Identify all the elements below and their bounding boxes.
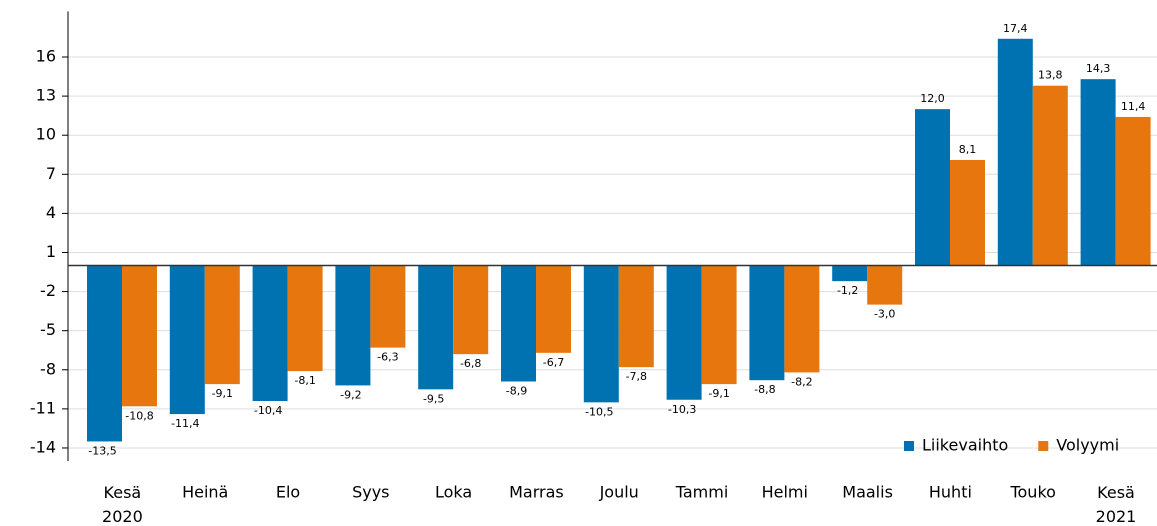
bar — [536, 265, 571, 353]
bar — [370, 265, 406, 348]
value-label: -11,4 — [171, 417, 199, 430]
bar — [501, 265, 536, 382]
legend-swatch — [1038, 441, 1049, 451]
bar — [87, 265, 122, 442]
value-label: -10,8 — [125, 409, 153, 422]
y-tick-label: -2 — [40, 281, 56, 300]
x-tick-label: Elo — [276, 483, 300, 502]
bar — [453, 265, 489, 355]
value-label: -9,1 — [212, 387, 233, 400]
bar — [335, 265, 371, 386]
bar — [1032, 85, 1068, 266]
value-label: -7,8 — [626, 370, 647, 383]
value-label: -9,2 — [340, 388, 361, 401]
bar — [701, 265, 737, 385]
x-tick-label: Joulu — [599, 483, 639, 502]
x-tick-label: Heinä — [182, 483, 228, 502]
value-label: 17,4 — [1003, 22, 1028, 35]
value-label: -9,1 — [708, 387, 729, 400]
bar — [287, 265, 323, 372]
x-tick-label: Loka — [435, 483, 472, 502]
value-label: -8,8 — [754, 383, 775, 396]
value-label: -6,8 — [460, 357, 481, 370]
bar — [666, 265, 702, 400]
bar — [867, 265, 903, 305]
bar — [169, 265, 205, 415]
value-label: -8,1 — [294, 374, 315, 387]
value-label: -9,5 — [423, 392, 444, 405]
bar — [832, 265, 868, 282]
value-label: 8,1 — [959, 143, 977, 156]
value-label: -8,2 — [791, 375, 812, 388]
x-tick-label: Helmi — [762, 483, 808, 502]
bar — [618, 265, 654, 368]
value-label: -10,5 — [585, 405, 613, 418]
value-label: -13,5 — [88, 444, 116, 457]
y-tick-label: 1 — [46, 242, 56, 261]
value-label: -10,3 — [668, 403, 696, 416]
y-tick-label: 7 — [46, 164, 56, 183]
y-tick-label: 4 — [46, 203, 56, 222]
bar — [583, 265, 619, 403]
value-label: 14,3 — [1086, 62, 1111, 75]
bar — [1115, 116, 1151, 266]
y-tick-label: -14 — [30, 437, 56, 456]
bar — [784, 265, 820, 373]
bar — [950, 159, 985, 266]
x-tick-label: Tammi — [675, 483, 729, 502]
value-label: -3,0 — [874, 308, 895, 321]
bar — [418, 265, 454, 390]
value-label: 13,8 — [1038, 69, 1063, 82]
bar — [204, 265, 240, 385]
value-label: -6,3 — [377, 351, 398, 364]
value-label: -8,9 — [506, 385, 527, 398]
bar — [749, 265, 785, 381]
bar — [997, 38, 1033, 266]
x-tick-label: Huhti — [929, 483, 972, 502]
x-tick-label: Marras — [509, 483, 564, 502]
x-tick-label: Kesä 2020 — [102, 483, 143, 526]
y-tick-label: -8 — [40, 359, 56, 378]
x-tick-label: Touko — [1009, 483, 1055, 502]
bar — [915, 109, 950, 266]
value-label: 12,0 — [920, 92, 945, 105]
value-label: 11,4 — [1121, 100, 1146, 113]
legend-swatch — [904, 441, 914, 451]
y-tick-label: 10 — [36, 125, 56, 144]
bar — [252, 265, 288, 402]
x-tick-label: Maalis — [842, 483, 893, 502]
x-tick-label: Syys — [352, 483, 389, 502]
legend-label: Liikevaihto — [922, 436, 1008, 455]
value-label: -1,2 — [837, 284, 858, 297]
value-label: -6,7 — [543, 356, 564, 369]
y-tick-label: 13 — [36, 86, 56, 105]
y-tick-label: -5 — [40, 320, 56, 339]
legend-label: Volyymi — [1056, 436, 1119, 455]
bar — [122, 265, 157, 407]
y-tick-label: -11 — [30, 398, 56, 417]
bar — [1080, 79, 1116, 266]
x-tick-label: Kesä 2021 — [1096, 483, 1137, 526]
y-tick-label: 16 — [36, 47, 56, 66]
value-label: -10,4 — [254, 404, 282, 417]
